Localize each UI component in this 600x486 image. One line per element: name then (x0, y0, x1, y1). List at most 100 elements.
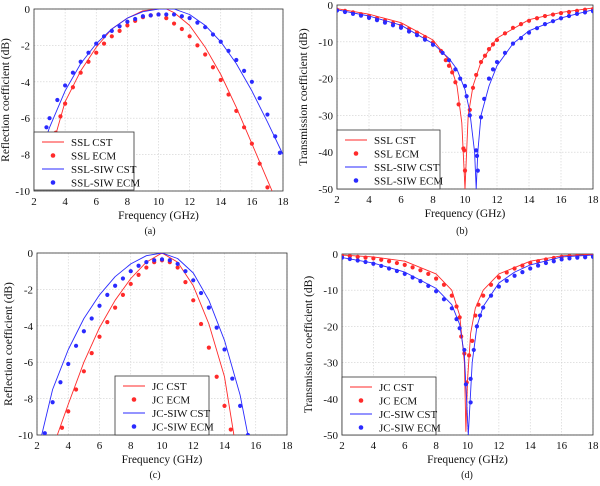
data-point-ssl-ecm (70, 85, 76, 90)
x-tick-label: 8 (433, 440, 439, 452)
legend-label: SSL ECM (71, 151, 116, 163)
data-point-ssl-siw-ecm (494, 59, 500, 65)
y-axis-label: Reflection coefficient (dB) (0, 38, 12, 162)
data-point-jc-ecm (402, 262, 407, 267)
x-tick-label: 4 (371, 440, 377, 452)
data-point-jc-ecm (363, 255, 368, 260)
data-point-jc-siw-ecm (551, 259, 556, 264)
y-tick-label: -50 (318, 184, 333, 196)
series-group (337, 6, 593, 189)
series-line-ssl-cst (337, 7, 593, 189)
data-point-ssl-siw-ecm (337, 8, 340, 13)
x-axis-label: Frequency (GHz) (122, 454, 203, 466)
data-point-ssl-ecm (453, 80, 458, 85)
data-point-jc-ecm (481, 293, 486, 298)
data-point-ssl-siw-ecm (70, 70, 76, 75)
data-point-jc-ecm (512, 266, 517, 271)
data-point-ssl-siw-ecm (125, 19, 130, 24)
data-point-jc-siw-ecm (238, 403, 243, 408)
data-point-jc-siw-ecm (468, 376, 473, 381)
data-point-ssl-ecm (510, 25, 516, 30)
y-tick-label: -30 (318, 110, 333, 122)
data-point-ssl-ecm (450, 70, 455, 75)
data-point-ssl-siw-ecm (55, 97, 60, 103)
y-tick-label: -20 (323, 321, 338, 333)
x-tick-label: 6 (398, 194, 404, 206)
legend-dot-swatch (50, 180, 56, 185)
data-point-ssl-ecm (86, 59, 91, 64)
data-point-ssl-siw-ecm (148, 13, 153, 18)
series-group (41, 253, 251, 435)
data-point-jc-siw-ecm (89, 316, 94, 321)
data-point-ssl-siw-ecm (414, 33, 420, 38)
data-point-jc-siw-ecm (50, 400, 55, 405)
data-point-jc-ecm (97, 334, 102, 339)
y-tick-label: 0 (28, 248, 34, 260)
x-axis-label: Frequency (GHz) (425, 208, 506, 220)
y-tick-label: -10 (318, 37, 333, 49)
data-point-jc-siw-ecm (66, 361, 71, 367)
data-point-jc-siw-ecm (474, 324, 480, 329)
data-point-jc-siw-ecm (583, 255, 588, 260)
data-point-ssl-siw-ecm (226, 48, 231, 53)
data-point-jc-siw-ecm (245, 432, 251, 435)
data-point-jc-siw-ecm (113, 283, 118, 288)
data-point-jc-siw-ecm (441, 297, 447, 302)
data-point-jc-ecm (528, 260, 533, 266)
data-point-ssl-siw-ecm (534, 26, 540, 31)
data-point-ssl-ecm (210, 65, 216, 70)
data-point-jc-siw-ecm (543, 260, 549, 266)
data-point-ssl-ecm (203, 52, 208, 57)
data-point-jc-ecm (426, 271, 431, 277)
data-point-ssl-ecm (526, 18, 532, 23)
data-point-ssl-ecm (218, 77, 223, 83)
data-point-ssl-siw-ecm (453, 67, 458, 72)
data-point-jc-siw-ecm (418, 279, 423, 284)
data-point-ssl-siw-ecm (171, 12, 177, 17)
data-point-ssl-siw-ecm (195, 20, 200, 25)
y-tick-label: -10 (18, 430, 33, 442)
data-point-ssl-siw-ecm (277, 150, 282, 155)
data-point-jc-siw-ecm (449, 306, 454, 311)
x-tick-label: 6 (402, 440, 408, 452)
data-point-ssl-ecm (94, 50, 99, 55)
legend-label: SSL CST (71, 137, 113, 149)
data-point-ssl-siw-ecm (218, 39, 223, 44)
y-tick-label: -4 (24, 321, 34, 333)
data-point-jc-ecm (191, 298, 196, 303)
legend-label: SSL CST (374, 135, 416, 147)
data-point-jc-siw-ecm (462, 347, 467, 353)
data-point-ssl-ecm (456, 102, 461, 107)
data-point-ssl-siw-ecm (464, 94, 469, 99)
x-tick-label: 18 (278, 196, 290, 208)
data-point-ssl-siw-ecm (590, 9, 593, 14)
x-tick-label: 10 (157, 440, 169, 452)
data-point-jc-siw-ecm (363, 259, 368, 265)
data-point-jc-ecm (144, 265, 149, 270)
x-axis-label: Frequency (GHz) (118, 210, 199, 222)
data-point-jc-ecm (449, 293, 454, 298)
legend-label: SSL-SIW CST (374, 162, 440, 174)
data-point-ssl-ecm (109, 34, 114, 39)
x-tick-label: 10 (460, 194, 472, 206)
legend-label: SSL-SIW ECM (374, 176, 443, 188)
data-point-ssl-ecm (101, 41, 107, 46)
data-point-jc-ecm (128, 281, 133, 287)
data-point-jc-siw-ecm (454, 317, 459, 322)
data-point-ssl-siw-ecm (558, 16, 564, 21)
data-point-jc-siw-ecm (230, 376, 235, 381)
data-point-ssl-ecm (558, 10, 564, 16)
legend-label: JC-SIW ECM (152, 422, 214, 434)
data-point-jc-siw-ecm (73, 343, 79, 348)
data-point-ssl-siw-ecm (47, 116, 52, 121)
data-point-ssl-ecm (486, 47, 492, 52)
data-point-ssl-siw-ecm (462, 83, 468, 89)
data-point-jc-ecm (504, 270, 509, 275)
legend-label: JC ECM (152, 395, 190, 407)
data-point-ssl-siw-ecm (467, 113, 472, 118)
legend-label: JC-SIW CST (379, 409, 437, 421)
x-tick-label: 12 (184, 196, 195, 208)
x-tick-label: 6 (97, 440, 103, 452)
data-point-ssl-ecm (78, 70, 83, 75)
